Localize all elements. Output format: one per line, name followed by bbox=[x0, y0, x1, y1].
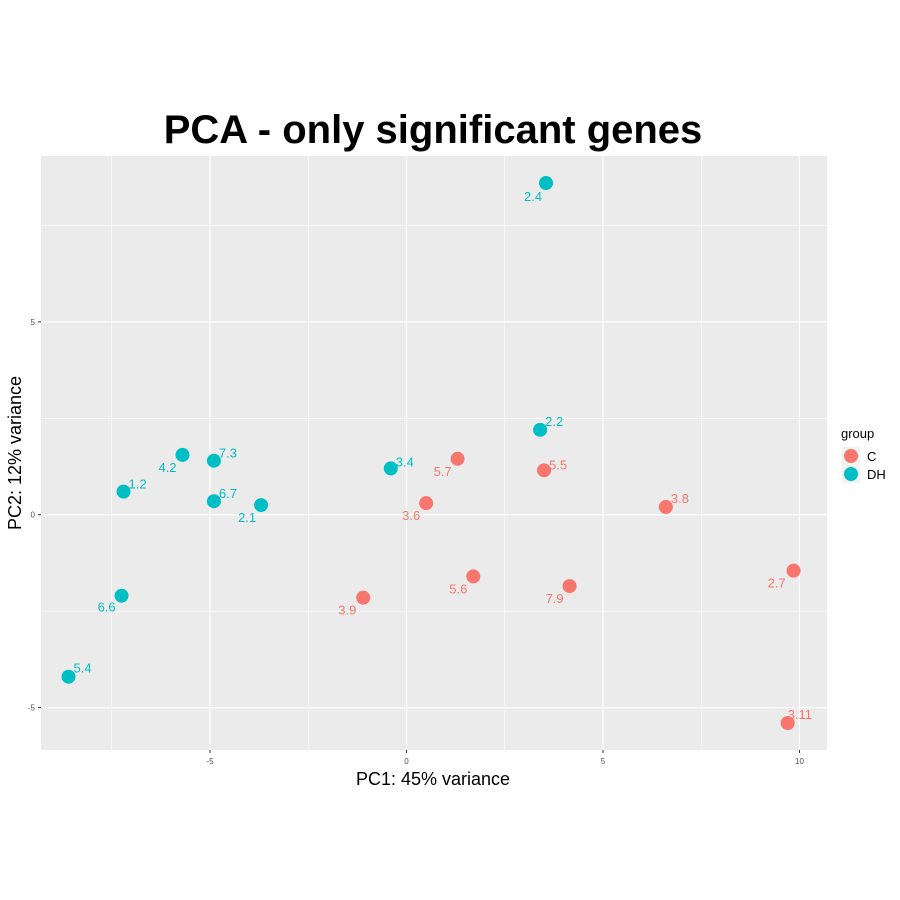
point-c bbox=[780, 716, 795, 730]
x-tick-label: -5 bbox=[206, 757, 214, 766]
point-labels: 5.7 5.5 3.6 3.8 5.6 7.9 3.9 2.7 3.11 2.4 2.2 3.4 7.3… bbox=[74, 189, 813, 722]
point-dh bbox=[114, 588, 129, 603]
point-c bbox=[786, 563, 801, 578]
x-tick-label: 5 bbox=[601, 757, 606, 766]
point-label: 5.7 bbox=[434, 464, 452, 479]
point-dh bbox=[206, 494, 221, 509]
point-label: 2.7 bbox=[768, 576, 786, 591]
y-tick-label: 5 bbox=[31, 318, 36, 327]
point-c bbox=[356, 590, 371, 605]
point-label: 5.6 bbox=[449, 581, 467, 596]
point-label: 2.2 bbox=[545, 414, 563, 429]
point-label: 3.11 bbox=[788, 707, 812, 722]
legend-label: DH bbox=[867, 467, 886, 482]
legend: group C DH bbox=[841, 426, 886, 483]
point-dh bbox=[539, 176, 554, 190]
point-label: 3.6 bbox=[402, 508, 420, 523]
x-axis-title: PC1: 45% variance bbox=[356, 769, 510, 789]
point-label: 6.6 bbox=[98, 600, 116, 615]
chart-title: PCA - only significant genes bbox=[164, 108, 703, 152]
point-label: 7.3 bbox=[219, 446, 237, 461]
point-label: 3.4 bbox=[396, 454, 414, 469]
point-c bbox=[658, 500, 673, 514]
point-label: 3.8 bbox=[671, 491, 689, 506]
point-label: 2.4 bbox=[524, 189, 542, 204]
plot-panel bbox=[41, 156, 827, 750]
y-axis-title: PC2: 12% variance bbox=[5, 376, 25, 530]
x-tick-label: 10 bbox=[795, 757, 804, 766]
legend-key-dh bbox=[844, 467, 858, 481]
point-label: 6.7 bbox=[219, 486, 237, 501]
point-dh bbox=[383, 461, 398, 476]
point-label: 5.4 bbox=[74, 661, 92, 676]
legend-title: group bbox=[841, 426, 874, 441]
point-c bbox=[419, 496, 434, 511]
y-tick-label: -5 bbox=[28, 704, 36, 713]
point-label: 7.9 bbox=[546, 591, 564, 606]
point-dh bbox=[254, 498, 269, 513]
point-dh bbox=[206, 453, 221, 468]
point-label: 5.5 bbox=[549, 457, 567, 472]
point-c bbox=[537, 463, 552, 478]
point-dh bbox=[61, 669, 76, 684]
point-dh bbox=[533, 422, 548, 437]
point-label: 1.2 bbox=[129, 477, 147, 492]
point-c bbox=[562, 579, 577, 594]
x-axis-ticks: -5 0 5 10 bbox=[206, 750, 804, 766]
point-dh bbox=[175, 447, 190, 462]
point-dh bbox=[116, 484, 131, 499]
point-label: 4.2 bbox=[158, 460, 176, 475]
legend-label: C bbox=[867, 449, 876, 464]
grid-lines bbox=[41, 156, 827, 750]
x-tick-label: 0 bbox=[404, 757, 409, 766]
point-label: 2.1 bbox=[238, 510, 256, 525]
data-points bbox=[61, 176, 801, 730]
y-axis-ticks: -5 0 5 bbox=[28, 318, 41, 713]
point-c bbox=[450, 451, 465, 466]
point-c bbox=[466, 569, 481, 584]
point-label: 3.9 bbox=[338, 603, 356, 618]
y-tick-label: 0 bbox=[31, 511, 36, 520]
legend-key-c bbox=[844, 449, 858, 463]
